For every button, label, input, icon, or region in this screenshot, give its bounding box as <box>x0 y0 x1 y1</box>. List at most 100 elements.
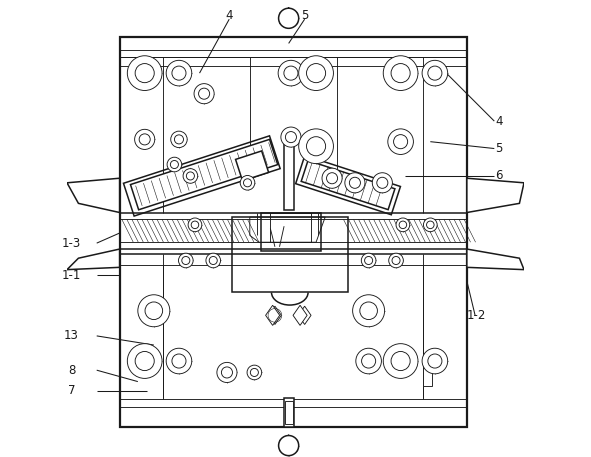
Circle shape <box>284 66 298 80</box>
Bar <box>232 217 348 292</box>
Polygon shape <box>67 249 119 270</box>
Circle shape <box>391 64 410 83</box>
Circle shape <box>186 172 194 180</box>
Circle shape <box>251 368 258 377</box>
Circle shape <box>135 351 154 371</box>
Circle shape <box>391 351 410 371</box>
Circle shape <box>362 354 376 368</box>
Circle shape <box>174 135 183 144</box>
Circle shape <box>194 84 214 104</box>
Circle shape <box>298 56 333 90</box>
Circle shape <box>217 362 237 383</box>
Polygon shape <box>131 139 278 210</box>
Circle shape <box>167 157 181 172</box>
Bar <box>424 354 431 386</box>
Polygon shape <box>293 305 307 325</box>
Circle shape <box>396 218 410 232</box>
Circle shape <box>322 168 342 188</box>
Polygon shape <box>268 306 281 324</box>
Circle shape <box>247 365 262 380</box>
Circle shape <box>372 173 392 193</box>
Circle shape <box>377 177 388 188</box>
Polygon shape <box>467 178 524 213</box>
Circle shape <box>278 436 298 456</box>
Text: 1-1: 1-1 <box>62 269 81 282</box>
Polygon shape <box>301 160 395 210</box>
Bar <box>261 213 321 251</box>
Text: 6: 6 <box>495 170 502 182</box>
Text: 5: 5 <box>495 142 502 155</box>
Circle shape <box>394 135 408 149</box>
Circle shape <box>428 66 442 80</box>
Circle shape <box>356 348 381 374</box>
Bar <box>284 401 293 424</box>
Circle shape <box>285 132 297 143</box>
Text: 13: 13 <box>64 329 79 342</box>
Text: 1-2: 1-2 <box>466 309 486 322</box>
Circle shape <box>422 348 447 374</box>
Circle shape <box>298 129 333 164</box>
Circle shape <box>307 64 326 83</box>
Circle shape <box>127 56 162 90</box>
Circle shape <box>166 348 191 374</box>
Circle shape <box>139 134 150 145</box>
Circle shape <box>206 253 220 268</box>
Circle shape <box>392 256 400 265</box>
Circle shape <box>182 256 190 265</box>
Text: 1-3: 1-3 <box>62 237 81 250</box>
Circle shape <box>353 295 385 327</box>
Circle shape <box>307 137 326 156</box>
Circle shape <box>188 218 202 232</box>
Text: 4: 4 <box>226 10 233 22</box>
Circle shape <box>138 295 170 327</box>
Circle shape <box>243 179 252 187</box>
Circle shape <box>172 354 186 368</box>
Circle shape <box>345 173 365 193</box>
Polygon shape <box>67 178 119 213</box>
Circle shape <box>191 221 199 228</box>
Circle shape <box>172 66 186 80</box>
Circle shape <box>399 221 407 228</box>
Circle shape <box>209 256 217 265</box>
Polygon shape <box>265 305 280 325</box>
Text: 5: 5 <box>301 10 309 22</box>
Circle shape <box>428 354 442 368</box>
Circle shape <box>222 367 232 378</box>
Circle shape <box>278 8 298 28</box>
Bar <box>284 398 294 427</box>
Circle shape <box>278 60 304 86</box>
Circle shape <box>389 253 403 268</box>
Circle shape <box>183 169 198 183</box>
Circle shape <box>383 344 418 378</box>
Circle shape <box>365 256 373 265</box>
Bar <box>270 213 311 242</box>
Circle shape <box>135 129 155 149</box>
Circle shape <box>171 131 187 148</box>
Circle shape <box>427 221 434 228</box>
Circle shape <box>199 88 210 99</box>
Circle shape <box>422 60 447 86</box>
Circle shape <box>383 56 418 90</box>
Polygon shape <box>298 306 311 324</box>
Polygon shape <box>236 151 268 181</box>
Circle shape <box>178 253 193 268</box>
Circle shape <box>349 177 361 188</box>
Circle shape <box>145 302 163 319</box>
Text: 7: 7 <box>68 384 75 397</box>
Circle shape <box>361 253 376 268</box>
Circle shape <box>240 175 255 190</box>
Circle shape <box>135 64 154 83</box>
Circle shape <box>166 60 191 86</box>
Text: 8: 8 <box>68 364 75 377</box>
Circle shape <box>281 127 301 147</box>
Circle shape <box>424 218 437 232</box>
Polygon shape <box>467 249 524 270</box>
Circle shape <box>360 302 378 319</box>
Circle shape <box>127 344 162 378</box>
Circle shape <box>170 160 178 169</box>
Circle shape <box>327 173 337 184</box>
Text: 4: 4 <box>495 115 502 128</box>
Circle shape <box>388 129 414 154</box>
Bar <box>284 139 294 210</box>
Bar <box>119 37 467 427</box>
